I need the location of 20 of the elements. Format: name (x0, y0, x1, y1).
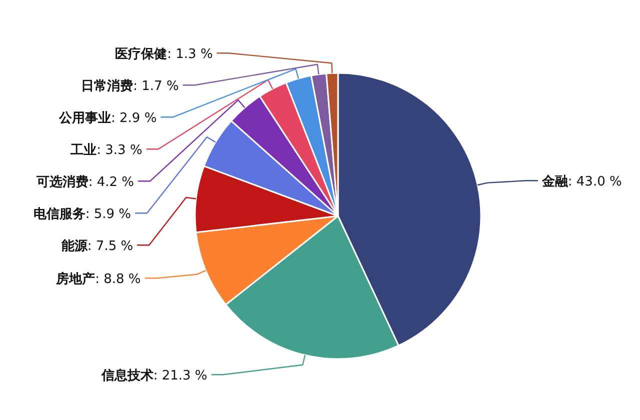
slice-label: 日常消费 (81, 79, 134, 94)
data-label: : 4.2 % (88, 175, 134, 190)
slice-label: 工业 (70, 143, 97, 158)
slice-label: 可选消费 (35, 175, 88, 190)
data-label: : 7.5 % (87, 239, 134, 254)
data-label: : 1.3 % (167, 47, 213, 62)
data-label: : 43.0 % (568, 174, 622, 190)
slice-label: 医疗保健 (115, 46, 168, 62)
slice-label: 公用事业 (58, 111, 112, 126)
data-label: : 3.3 % (96, 143, 142, 158)
data-label: : 8.8 % (95, 272, 141, 288)
slice-label: 能源 (61, 238, 88, 254)
slice-label: 信息技术 (100, 368, 154, 384)
data-label: : 21.3 % (153, 368, 208, 384)
slice-label: 电信服务 (33, 207, 86, 222)
slice-label: 房地产 (55, 271, 96, 288)
data-label: : 2.9 % (111, 111, 157, 126)
slice-label: 金融 (540, 174, 569, 190)
data-label: : 1.7 % (133, 79, 179, 94)
data-label: : 5.9 % (85, 207, 132, 222)
